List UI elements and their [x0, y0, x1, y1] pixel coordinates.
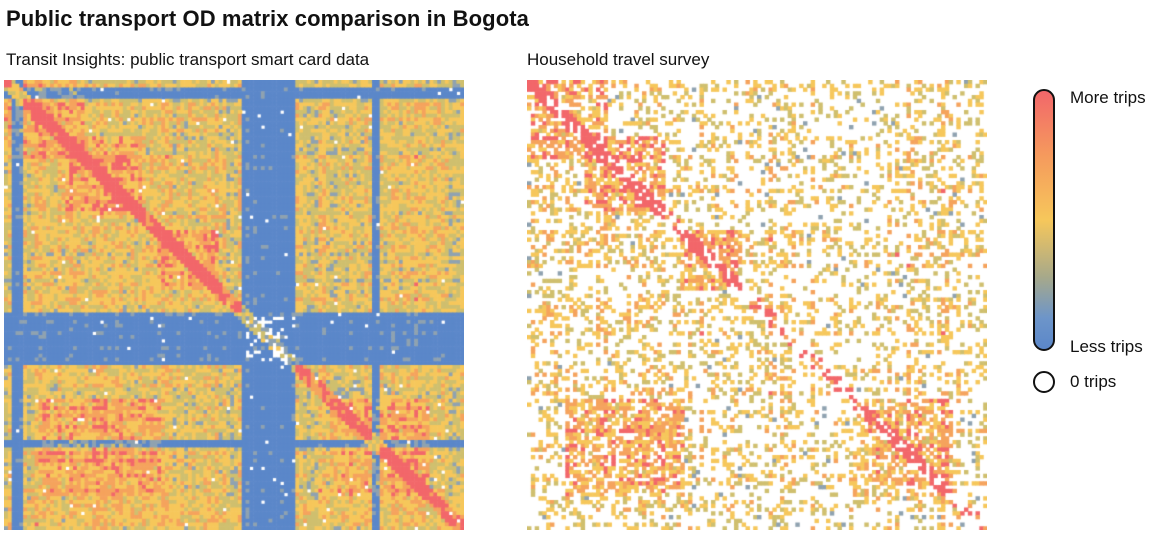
smart-card-heatmap-cells [4, 80, 464, 530]
legend-more-trips-label: More trips [1070, 88, 1146, 107]
legend-zero-trips-label: 0 trips [1070, 372, 1117, 391]
chart-title: Public transport OD matrix comparison in… [6, 6, 529, 31]
survey-panel-title: Household travel survey [527, 50, 710, 69]
smart-card-panel-title: Transit Insights: public transport smart… [6, 50, 370, 69]
smart-card-od-heatmap [4, 80, 464, 530]
survey-heatmap-cells [527, 80, 987, 530]
survey-od-heatmap [527, 80, 987, 530]
legend-less-trips-label: Less trips [1070, 337, 1143, 356]
trips-color-scale [1033, 89, 1055, 351]
zero-trips-circle-icon [1033, 371, 1055, 393]
